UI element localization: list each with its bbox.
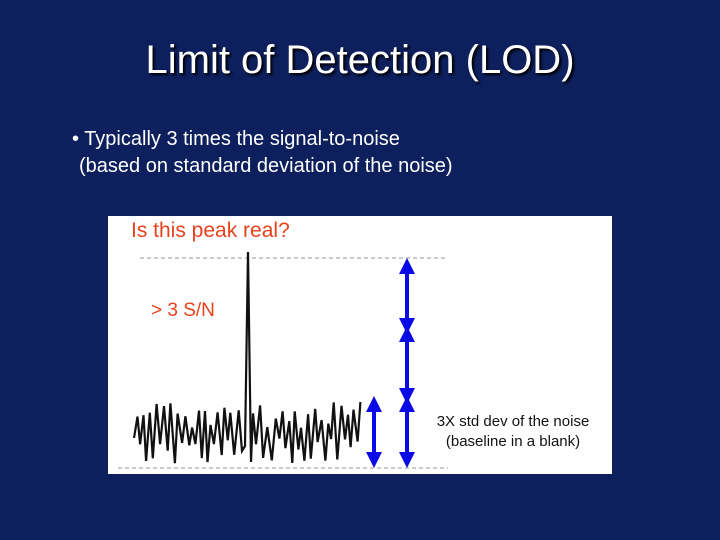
noise-label-line2: (baseline in a blank) xyxy=(445,433,581,450)
signal-to-noise-label: > 3 S/N xyxy=(151,300,215,321)
lod-figure: Is this peak real? > 3 S/N 3X std dev of… xyxy=(108,216,612,474)
signal-trace xyxy=(132,251,362,464)
bullet-list: • Typically 3 times the signal-to-noise … xyxy=(72,126,453,180)
slide-title: Limit of Detection (LOD) xyxy=(145,38,575,82)
peak-question: Is this peak real? xyxy=(131,219,290,242)
bullet-item-note: (based on standard deviation of the nois… xyxy=(79,155,453,177)
noise-label-line1: 3X std dev of the noise xyxy=(436,413,590,430)
bullet-item-signal-to-noise: • Typically 3 times the signal-to-noise xyxy=(72,128,400,150)
noise-label: 3X std dev of the noise (baseline in a b… xyxy=(416,412,610,452)
lod-diagram xyxy=(118,251,448,469)
